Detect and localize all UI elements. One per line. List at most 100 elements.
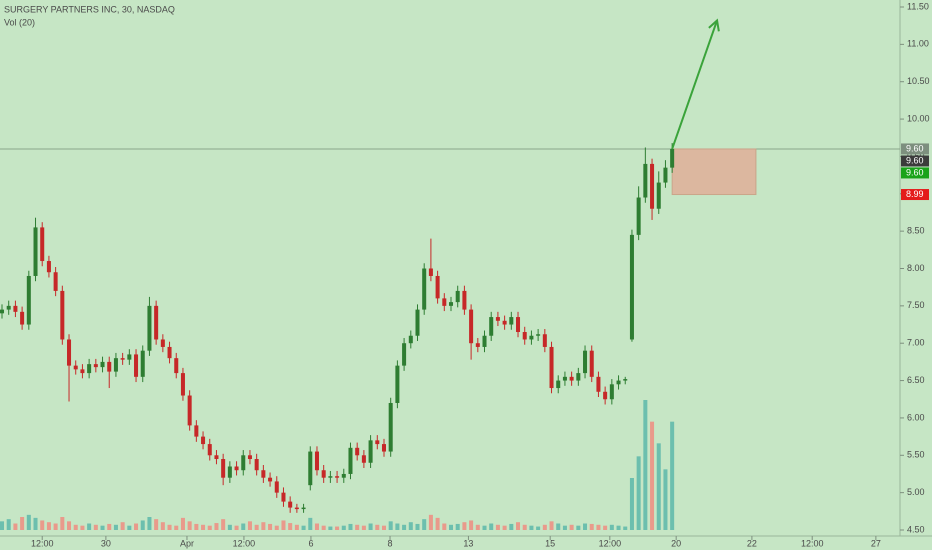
candle-body bbox=[6, 305, 11, 310]
price-tag-label: 9.60 bbox=[906, 167, 924, 177]
x-tick-label: 27 bbox=[871, 538, 881, 548]
volume-bar bbox=[73, 524, 78, 530]
volume-bar bbox=[448, 524, 454, 530]
volume-bar bbox=[308, 517, 313, 530]
candle-body bbox=[120, 358, 125, 360]
candle-body bbox=[167, 346, 172, 359]
candle-body bbox=[415, 309, 420, 336]
candle-body bbox=[187, 395, 192, 426]
candle-body bbox=[80, 369, 85, 374]
candle-body bbox=[73, 365, 78, 370]
candle-body bbox=[663, 167, 668, 183]
candle-body bbox=[589, 350, 594, 377]
candle-body bbox=[180, 373, 185, 396]
y-tick-label: 11.00 bbox=[907, 39, 929, 49]
arrow-line bbox=[671, 20, 718, 150]
volume-bar bbox=[583, 523, 588, 530]
candle-body bbox=[314, 451, 319, 471]
candle-body bbox=[516, 317, 521, 333]
candle-body bbox=[475, 343, 480, 347]
volume-bar bbox=[107, 523, 112, 530]
candle-body bbox=[174, 358, 179, 374]
volume-bar bbox=[214, 523, 219, 530]
candle-body bbox=[556, 380, 561, 389]
price-tag bbox=[901, 189, 929, 201]
x-tick-label: 13 bbox=[463, 538, 473, 548]
volume-bar bbox=[154, 519, 159, 530]
volume-bar bbox=[650, 421, 655, 530]
candle-body bbox=[348, 447, 353, 474]
y-tick-label: 7.00 bbox=[907, 338, 925, 348]
volume-bar bbox=[113, 524, 118, 530]
price-tag-label: 9.60 bbox=[906, 143, 924, 153]
volume-bar bbox=[341, 525, 346, 530]
candle-body bbox=[241, 455, 246, 471]
volume-bar bbox=[529, 525, 534, 530]
plot-area bbox=[0, 0, 900, 536]
candle-body bbox=[448, 302, 454, 306]
candle-body bbox=[294, 507, 299, 510]
price-tag bbox=[901, 167, 929, 179]
volume-bar bbox=[234, 525, 239, 530]
volume-bar bbox=[629, 478, 634, 530]
volume-bar bbox=[187, 521, 192, 530]
volume-bar bbox=[489, 523, 494, 530]
volume-bar bbox=[495, 524, 500, 530]
volume-bar bbox=[455, 523, 460, 530]
y-tick-label: 4.50 bbox=[907, 524, 925, 534]
candle-body bbox=[375, 440, 380, 445]
candle-body bbox=[247, 455, 252, 460]
candle-body bbox=[328, 476, 333, 478]
candle-body bbox=[616, 380, 621, 385]
volume-bar bbox=[127, 525, 132, 530]
candle-body bbox=[623, 379, 628, 381]
volume-bar bbox=[589, 523, 594, 530]
candle-body bbox=[462, 290, 467, 310]
candle-body bbox=[87, 364, 92, 374]
volume-bar bbox=[643, 400, 648, 530]
candle-body bbox=[26, 275, 31, 325]
candle-body bbox=[140, 350, 145, 377]
volume-bar bbox=[576, 525, 581, 530]
y-tick-label: 10.00 bbox=[907, 113, 930, 123]
volume-bar bbox=[603, 525, 608, 530]
volume-bar bbox=[415, 523, 420, 530]
candle-body bbox=[46, 261, 51, 273]
candle-body bbox=[522, 332, 527, 340]
volume-bar bbox=[6, 519, 11, 530]
volume-bar bbox=[502, 525, 507, 530]
candle-body bbox=[402, 343, 407, 366]
volume-bar bbox=[140, 520, 145, 530]
candle-body bbox=[227, 466, 232, 478]
candle-body bbox=[643, 163, 648, 198]
price-tag bbox=[901, 155, 929, 167]
volume-bar bbox=[556, 523, 561, 530]
volume-bar bbox=[281, 520, 286, 530]
volume-bar bbox=[221, 519, 226, 530]
candle-body bbox=[442, 298, 447, 306]
volume-bar bbox=[301, 525, 306, 530]
candle-body bbox=[268, 477, 273, 482]
candle-body bbox=[113, 358, 118, 372]
candle-body bbox=[603, 391, 608, 400]
y-tick-label: 5.50 bbox=[907, 450, 925, 460]
price-tag-label: 9.60 bbox=[906, 155, 924, 165]
volume-bar bbox=[20, 517, 25, 530]
volume-bar bbox=[402, 524, 407, 530]
candle-body bbox=[562, 376, 567, 381]
volume-bar bbox=[93, 524, 98, 530]
price-tag-label: 8.99 bbox=[906, 189, 924, 199]
candle-body bbox=[160, 339, 165, 347]
volume-bar bbox=[435, 517, 440, 530]
volume-bar bbox=[100, 525, 105, 530]
candle-body bbox=[301, 507, 306, 510]
candle-body bbox=[261, 470, 266, 478]
x-tick-label: 20 bbox=[671, 538, 681, 548]
candle-body bbox=[489, 317, 494, 336]
candle-body bbox=[234, 466, 239, 471]
volume-bar bbox=[656, 443, 661, 530]
candle-body bbox=[214, 455, 219, 460]
volume-bar bbox=[328, 526, 333, 530]
volume-bar bbox=[60, 517, 65, 530]
volume-bar bbox=[482, 525, 487, 530]
